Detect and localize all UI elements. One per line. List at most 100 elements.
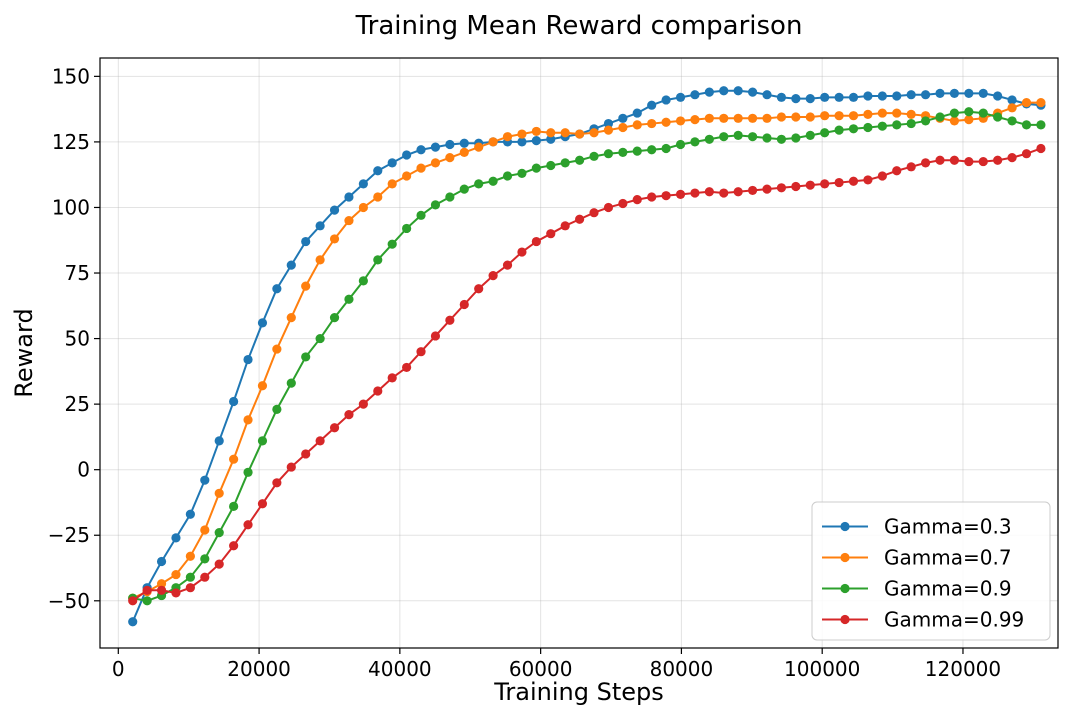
- data-point: [1036, 143, 1046, 154]
- data-point: [171, 533, 181, 543]
- data-point: [805, 180, 815, 190]
- data-point: [747, 87, 758, 97]
- y-axis-label: Reward: [10, 308, 38, 397]
- data-point: [272, 284, 282, 294]
- data-point: [286, 260, 296, 270]
- data-point: [920, 116, 931, 126]
- data-point: [416, 145, 426, 155]
- data-point: [344, 294, 354, 304]
- data-point: [834, 92, 844, 102]
- data-point: [387, 158, 397, 168]
- data-point: [185, 551, 195, 561]
- series-line: [132, 110, 1041, 602]
- data-point: [820, 111, 830, 121]
- data-point: [315, 436, 325, 446]
- data-point: [863, 91, 873, 101]
- data-point: [618, 198, 628, 209]
- data-point: [315, 221, 325, 231]
- data-point: [675, 116, 686, 126]
- data-point: [344, 192, 354, 202]
- data-point: [546, 134, 556, 144]
- data-point: [402, 171, 412, 181]
- data-point: [315, 255, 325, 265]
- data-point: [445, 139, 455, 150]
- data-point: [517, 168, 527, 178]
- data-point: [618, 113, 628, 123]
- x-tick-label: 20000: [227, 657, 291, 681]
- x-tick-label: 100000: [784, 657, 860, 681]
- data-point: [848, 111, 859, 121]
- data-point: [502, 171, 513, 181]
- data-point: [128, 617, 138, 627]
- plot-frame: [99, 57, 1059, 649]
- data-point: [185, 572, 195, 582]
- series-line: [132, 147, 1042, 602]
- data-point: [200, 525, 210, 535]
- data-point: [993, 112, 1003, 122]
- chart-title: Training Mean Reward comparison: [355, 11, 803, 41]
- data-point: [964, 107, 974, 117]
- data-point: [243, 520, 253, 530]
- series-line: [131, 89, 1042, 623]
- x-tick-label: 0: [112, 657, 125, 681]
- data-point: [488, 176, 498, 186]
- data-point: [589, 151, 599, 161]
- data-point: [719, 132, 729, 142]
- y-tick-label: 25: [65, 392, 90, 416]
- data-point: [488, 137, 498, 147]
- data-point: [690, 90, 700, 100]
- data-point: [214, 559, 224, 569]
- data-point: [762, 113, 772, 123]
- data-point: [848, 92, 859, 102]
- data-point: [156, 556, 167, 567]
- data-point: [618, 122, 628, 133]
- data-point: [733, 86, 743, 96]
- data-point: [229, 541, 239, 551]
- legend-marker: [840, 583, 850, 594]
- data-point: [474, 284, 484, 294]
- data-point: [733, 130, 743, 140]
- data-point: [791, 181, 801, 192]
- data-point: [358, 179, 368, 189]
- data-point: [243, 415, 253, 425]
- data-point: [935, 155, 945, 165]
- data-point: [445, 315, 455, 325]
- data-point: [1021, 97, 1032, 108]
- data-point: [531, 163, 541, 173]
- data-point: [531, 236, 541, 247]
- data-point: [776, 92, 787, 102]
- data-point: [272, 344, 282, 354]
- data-point: [257, 381, 268, 391]
- data-point: [719, 86, 729, 96]
- data-point: [430, 142, 441, 152]
- data-point: [704, 187, 714, 197]
- data-point: [344, 215, 354, 226]
- data-point: [589, 208, 599, 218]
- legend-marker: [840, 614, 850, 625]
- data-point: [459, 138, 469, 148]
- data-point: [776, 112, 787, 122]
- series-line: [132, 101, 1041, 600]
- data-point: [935, 112, 945, 122]
- data-point: [834, 125, 844, 135]
- data-point: [546, 229, 556, 239]
- data-point: [546, 128, 556, 138]
- data-point: [690, 137, 700, 147]
- data-point: [402, 362, 412, 373]
- data-point: [373, 192, 383, 202]
- y-tick-label: 50: [65, 327, 90, 351]
- data-point: [560, 221, 570, 231]
- data-point: [733, 187, 743, 197]
- y-tick-label: 100: [52, 195, 90, 219]
- data-point: [214, 528, 224, 538]
- data-point: [949, 155, 960, 165]
- data-point: [877, 171, 887, 181]
- data-point: [863, 122, 873, 133]
- data-point: [647, 192, 657, 202]
- data-point: [560, 158, 570, 168]
- data-point: [430, 200, 441, 210]
- x-tick-label: 80000: [650, 657, 714, 681]
- grid-lines: [100, 58, 1058, 648]
- data-point: [949, 108, 960, 118]
- data-point: [993, 155, 1003, 165]
